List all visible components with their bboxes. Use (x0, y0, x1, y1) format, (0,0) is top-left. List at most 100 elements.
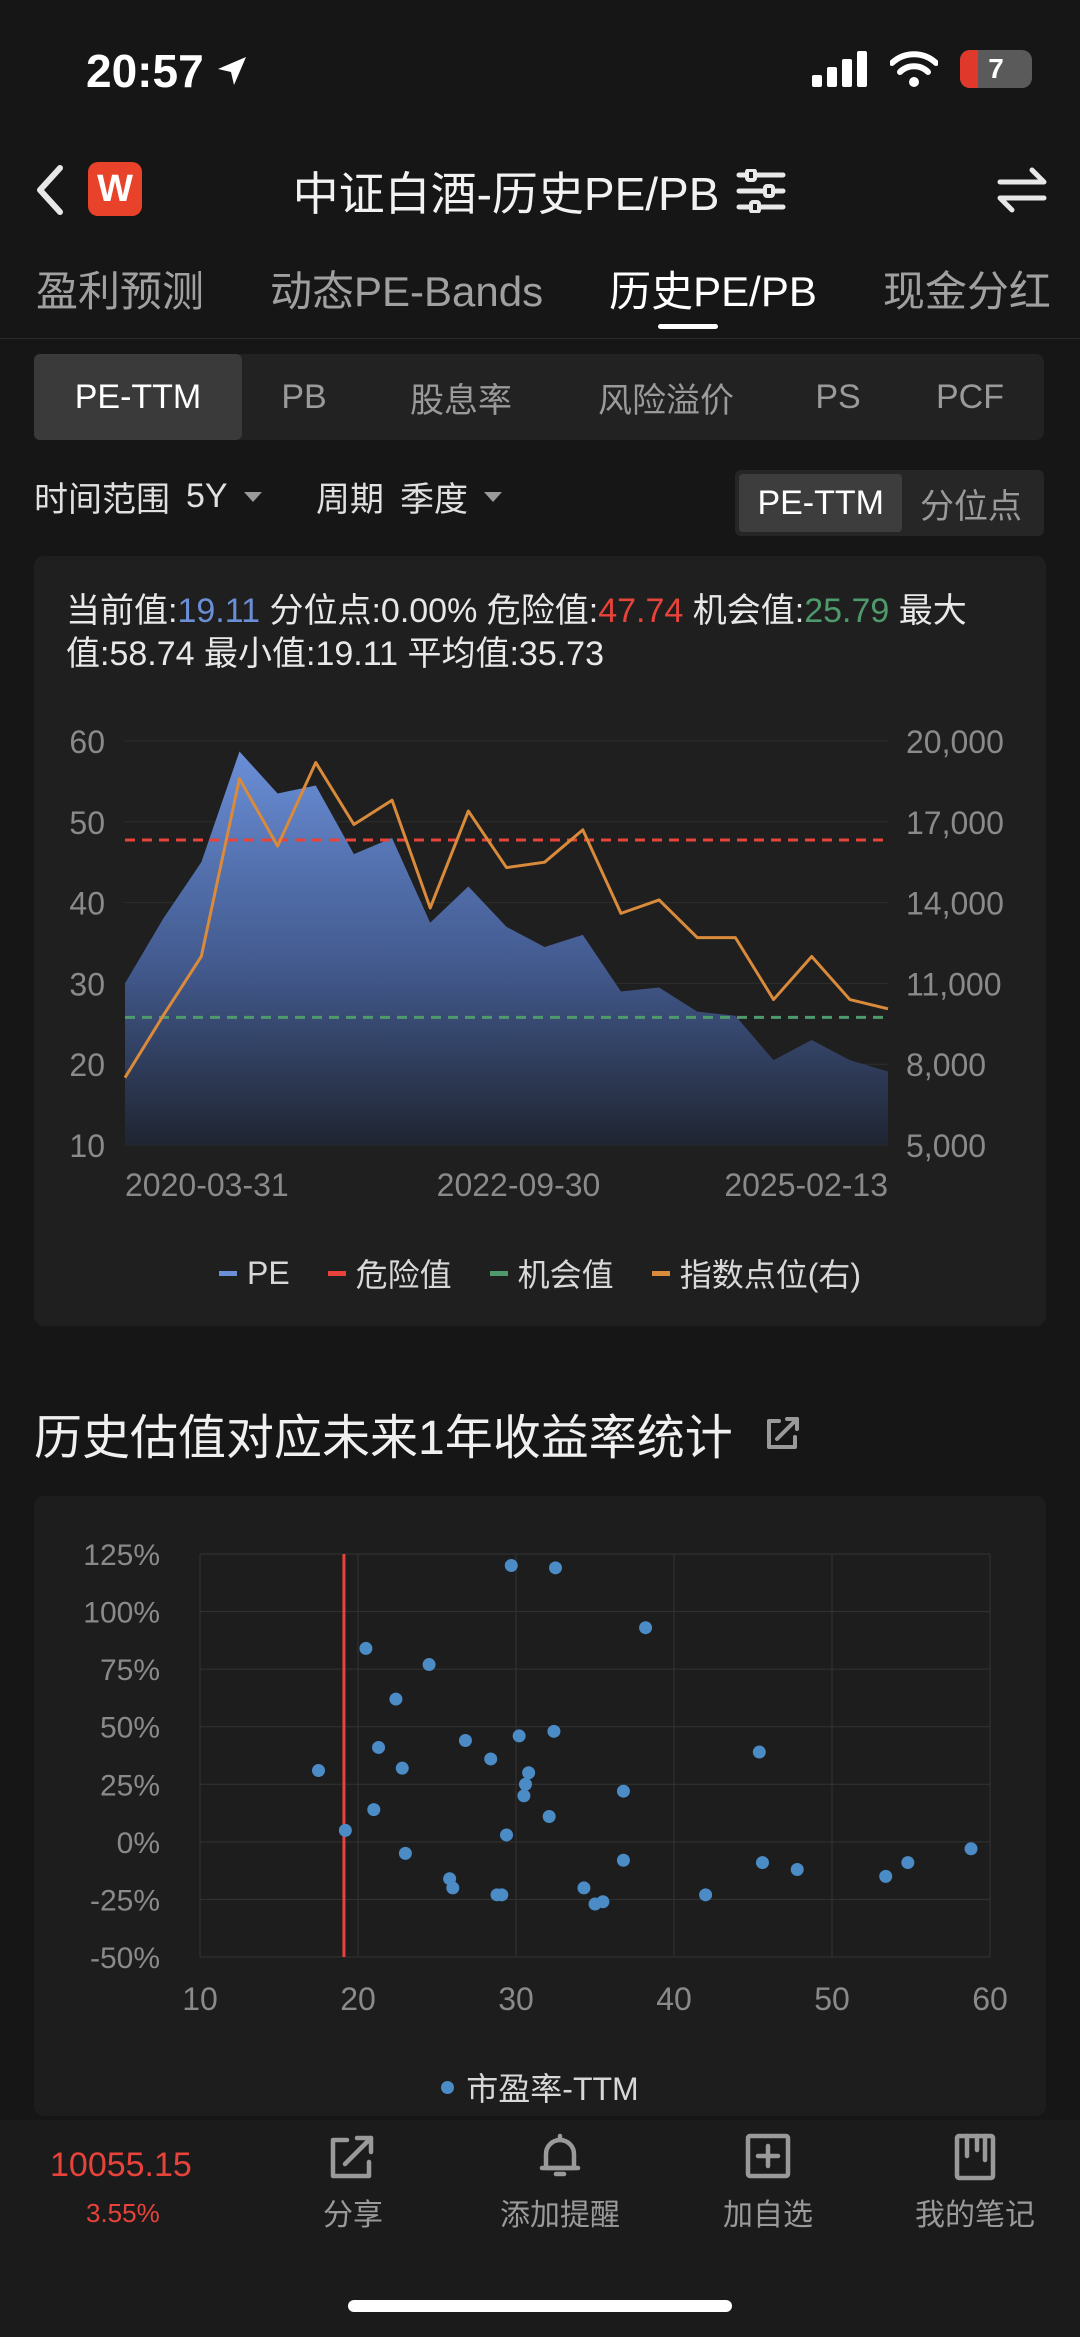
scatter-point (522, 1766, 536, 1780)
current-value: 19.11 (177, 592, 261, 630)
legend-label: 机会值 (517, 1257, 614, 1293)
legend-danger[interactable]: 危险值 (327, 1250, 452, 1296)
toggle-percentile[interactable]: 分位点 (920, 487, 1022, 526)
avg-label: 平均值: (398, 635, 519, 673)
legend-label: 指数点位(右) (679, 1257, 862, 1293)
scatter-point (458, 1734, 472, 1748)
legend-pe[interactable]: PE (218, 1250, 290, 1296)
add-alert-button[interactable]: 添加提醒 (485, 2130, 635, 2234)
percentile-label: 分位点: (260, 592, 381, 630)
toggle-pe-ttm[interactable]: PE-TTM (739, 474, 902, 532)
legend-swatch (651, 1270, 670, 1276)
y-tick-label: -25% (90, 1884, 160, 1917)
x-tick-label: 2022-09-30 (437, 1167, 601, 1203)
tab-history-pe-pb[interactable]: 历史PE/PB (543, 258, 817, 338)
x-tick-label: 2020-03-31 (125, 1167, 289, 1203)
y2-tick-label: 17,000 (906, 805, 1004, 841)
add-watchlist-button[interactable]: 加自选 (693, 2130, 843, 2234)
x-tick-label: 10 (182, 1981, 218, 2017)
scatter-point (446, 1881, 460, 1895)
my-notes-button[interactable]: 我的笔记 (900, 2130, 1050, 2234)
time-range-select[interactable]: 时间范围 5Y (34, 472, 262, 521)
y2-tick-label: 8,000 (906, 1047, 986, 1083)
home-indicator[interactable] (348, 2300, 732, 2312)
y-tick-label: 125% (83, 1539, 160, 1572)
time-range-value: 5Y (186, 477, 228, 515)
legend-chance[interactable]: 机会值 (489, 1250, 614, 1296)
share-button[interactable]: 分享 (278, 2130, 428, 2234)
caret-down-icon (243, 491, 262, 502)
section-title: 历史估值对应未来1年收益率统计 (34, 1412, 733, 1465)
metric-pb[interactable]: PB (281, 377, 327, 416)
tab-pe-bands[interactable]: 动态PE-Bands (270, 268, 544, 315)
tab-divider (0, 338, 1080, 339)
index-price: 10055.15 (50, 2146, 192, 2184)
scatter-point (790, 1862, 804, 1876)
y-tick-label: 50% (100, 1712, 160, 1745)
battery-level: 7 (988, 53, 1004, 84)
metric-risk-premium[interactable]: 风险溢价 (598, 381, 734, 420)
danger-value: 47.74 (598, 592, 684, 630)
location-arrow-icon (217, 57, 246, 85)
pe-chart-legend: PE 危险值 机会值 指数点位(右) (0, 1250, 1080, 1296)
legend-swatch (489, 1270, 508, 1276)
scatter-point (312, 1763, 325, 1777)
tab-cash-dividend[interactable]: 现金分红 (882, 268, 1051, 315)
min-value: 19.11 (315, 635, 399, 673)
scatter-point (547, 1724, 561, 1738)
max-label: 最大值: (66, 592, 967, 673)
max-value: 58.74 (109, 635, 195, 673)
metric-dividend-yield[interactable]: 股息率 (410, 381, 512, 420)
filter-sliders-icon[interactable] (735, 169, 787, 213)
value-percentile-toggle: PE-TTM 分位点 (735, 470, 1044, 536)
legend-dot (441, 2080, 455, 2094)
metric-pcf[interactable]: PCF (936, 377, 1004, 416)
period-select[interactable]: 周期 季度 (316, 472, 502, 521)
x-tick-label: 40 (656, 1981, 692, 2017)
return-scatter-card (34, 1496, 1046, 2116)
x-tick-label: 2025-02-13 (724, 1167, 888, 1203)
y-tick-label: 25% (100, 1769, 160, 1802)
scatter-point (517, 1789, 531, 1803)
scatter-point (542, 1810, 556, 1824)
metric-pe-ttm[interactable]: PE-TTM (34, 354, 242, 440)
scatter-point (596, 1895, 610, 1909)
percentile-value: 0.00% (380, 592, 478, 630)
index-change: 3.55% (86, 2198, 160, 2228)
scatter-point (398, 1846, 412, 1860)
period-label: 周期 (316, 481, 384, 519)
scatter-point (422, 1658, 436, 1672)
scatter-point (389, 1692, 403, 1706)
swap-arrows-icon[interactable] (994, 162, 1050, 218)
return-stats-title: 历史估值对应未来1年收益率统计 (34, 1398, 803, 1468)
y-tick-label: 30 (69, 966, 105, 1002)
scatter-point (752, 1745, 766, 1759)
nav-label: 加自选 (723, 2199, 813, 2232)
danger-label: 危险值: (477, 592, 599, 630)
x-tick-label: 30 (498, 1981, 534, 2017)
scatter-legend[interactable]: 市盈率-TTM (0, 2064, 1080, 2110)
status-icons: 7 (812, 50, 1032, 88)
period-value: 季度 (400, 481, 468, 519)
scatter-point (518, 1777, 532, 1791)
legend-swatch (218, 1270, 237, 1276)
status-time: 20:57 (86, 44, 248, 98)
time-range-label: 时间范围 (34, 481, 170, 519)
share-export-icon[interactable] (763, 1413, 803, 1453)
chance-value: 25.79 (804, 592, 890, 630)
scatter-point (901, 1856, 915, 1870)
nav-label: 分享 (323, 2199, 383, 2232)
tab-earnings-forecast[interactable]: 盈利预测 (36, 268, 205, 315)
legend-index[interactable]: 指数点位(右) (651, 1250, 862, 1296)
back-arrow-icon[interactable] (30, 160, 70, 220)
avg-value: 35.73 (518, 635, 605, 673)
scatter-point (577, 1881, 591, 1895)
scatter-point (359, 1641, 373, 1655)
scatter-point (549, 1561, 562, 1575)
scatter-point (755, 1856, 769, 1870)
nav-label: 添加提醒 (500, 2199, 620, 2232)
metric-ps[interactable]: PS (815, 377, 861, 416)
x-tick-label: 50 (814, 1981, 850, 2017)
y-tick-label: 75% (100, 1654, 160, 1687)
scatter-point (484, 1752, 498, 1766)
